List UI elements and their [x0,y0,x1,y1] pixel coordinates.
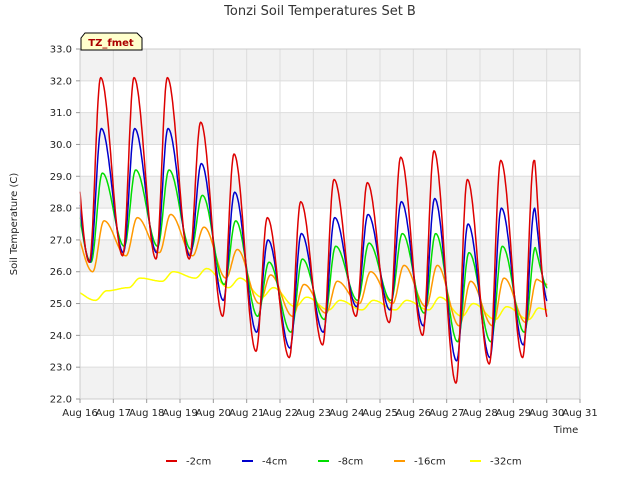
y-axis: 22.0 23.0 24.0 25.0 26.0 27.0 28.0 29.0 30.0 31.0… [50,45,80,406]
x-tick-label: Aug 27 [429,408,464,419]
x-tick-label: Aug 21 [229,408,264,419]
y-tick-label: 32.0 [50,76,72,87]
x-tick-label: Aug 19 [162,408,197,419]
x-tick-label: Aug 18 [129,408,164,419]
y-tick-label: 33.0 [50,45,72,56]
y-axis-title: Soil Temperature (C) [9,173,20,276]
plot-band [80,49,580,81]
legend-label: -32cm [490,457,522,468]
y-tick-label: 26.0 [50,267,72,278]
x-tick-label: Aug 31 [562,408,597,419]
series-line-2cm [79,76,548,384]
x-tick-label: Aug 24 [329,408,364,419]
x-tick-label: Aug 20 [196,408,231,419]
series-layer [79,76,548,384]
site-tag-label: TZ_fmet [88,38,134,49]
x-tick-label: Aug 23 [296,408,331,419]
chart-title: Tonzi Soil Temperatures Set B [223,4,416,19]
x-tick-label: Aug 25 [362,408,397,419]
legend-label: -4cm [262,457,287,468]
legend-label: -2cm [186,457,211,468]
legend-label: -8cm [338,457,363,468]
x-tick-label: Aug 16 [62,408,97,419]
x-tick-label: Aug 30 [529,408,564,419]
plot-band [80,112,580,145]
y-tick-label: 22.0 [50,395,72,406]
y-tick-label: 27.0 [50,235,72,246]
y-tick-label: 30.0 [50,140,72,151]
legend-label: -16cm [414,457,446,468]
y-tick-label: 31.0 [50,108,72,119]
y-tick-label: 23.0 [50,363,72,374]
legend: -2cm -4cm -8cm -16cm -32cm [166,457,522,468]
site-tag: TZ_fmet [80,32,143,51]
y-tick-label: 24.0 [50,331,72,342]
x-tick-label: Aug 29 [496,408,531,419]
site-tag-box [80,32,143,51]
x-tick-label: Aug 17 [96,408,131,419]
y-tick-label: 28.0 [50,204,72,215]
x-axis-title: Time [553,425,578,436]
y-tick-label: 25.0 [50,299,72,310]
y-tick-label: 29.0 [50,172,72,183]
plot-band [80,367,580,399]
x-tick-label: Aug 22 [262,408,297,419]
plot-frame [79,48,581,400]
x-tick-label: Aug 26 [396,408,431,419]
x-tick-label: Aug 28 [462,408,497,419]
